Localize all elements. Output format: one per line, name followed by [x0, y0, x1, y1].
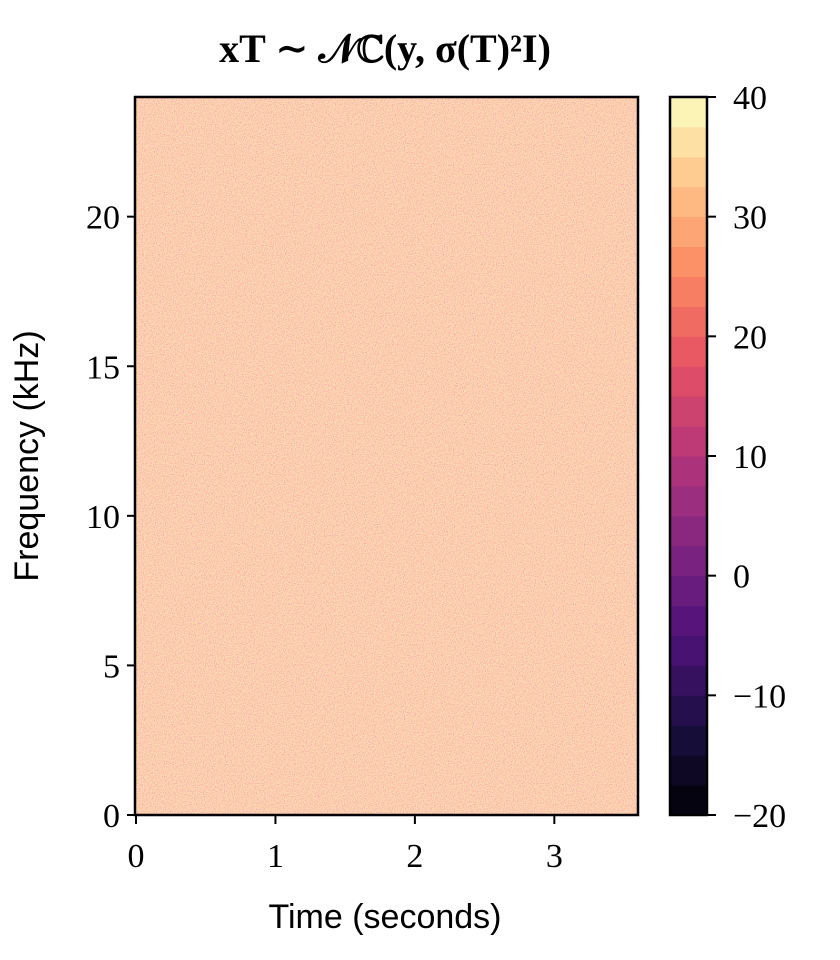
colorbar-band: [670, 426, 707, 457]
x-axis-label: Time (seconds): [268, 898, 501, 936]
colorbar-band: [670, 485, 707, 517]
y-tick-label: 5: [103, 648, 120, 685]
y-tick-label: 15: [86, 349, 120, 386]
colorbar-band: [670, 545, 707, 577]
colorbar-band: [670, 336, 707, 367]
colorbar-band: [670, 575, 707, 607]
y-axis-label: Frequency (kHz): [8, 330, 46, 581]
colorbar-band: [670, 665, 707, 696]
colorbar-band: [670, 126, 707, 158]
colorbar-band: [670, 515, 707, 547]
y-tick-label: 0: [103, 798, 120, 835]
chart-title: xT ∼ 𝒩ℂ(y, σ(T)²I): [219, 26, 551, 71]
colorbar-band: [670, 456, 707, 487]
colorbar-band: [670, 186, 707, 218]
plot-frame: [133, 95, 640, 817]
colorbar-tick-label: 40: [733, 80, 767, 117]
colorbar-band: [670, 156, 707, 188]
colorbar-band: [670, 785, 707, 816]
colorbar-band: [670, 246, 707, 277]
spectrogram-image: [135, 97, 638, 815]
colorbar-tick-label: 30: [733, 200, 767, 237]
colorbar-band: [670, 695, 707, 726]
x-tick-label: 0: [128, 838, 145, 875]
colorbar-tick-label: 0: [733, 559, 750, 596]
colorbar-tick-label: −20: [733, 798, 786, 835]
y-tick-label: 20: [86, 200, 120, 237]
x-tick-label: 2: [406, 838, 423, 875]
colorbar-band: [670, 396, 707, 427]
colorbar-band: [670, 97, 707, 128]
x-tick-label: 1: [267, 838, 284, 875]
colorbar-band: [670, 605, 707, 636]
colorbar-band: [670, 366, 707, 397]
colorbar-tick-label: −10: [733, 678, 786, 715]
y-tick-label: 10: [86, 499, 120, 536]
colorbar-band: [670, 635, 707, 666]
colorbar-band: [670, 276, 707, 307]
colorbar-band: [670, 216, 707, 248]
colorbar-band: [670, 755, 707, 786]
colorbar-tick-label: 20: [733, 319, 767, 356]
colorbar-band: [670, 306, 707, 337]
colorbar-band: [670, 725, 707, 756]
x-tick-label: 3: [546, 838, 563, 875]
colorbar-tick-label: 10: [733, 439, 767, 476]
